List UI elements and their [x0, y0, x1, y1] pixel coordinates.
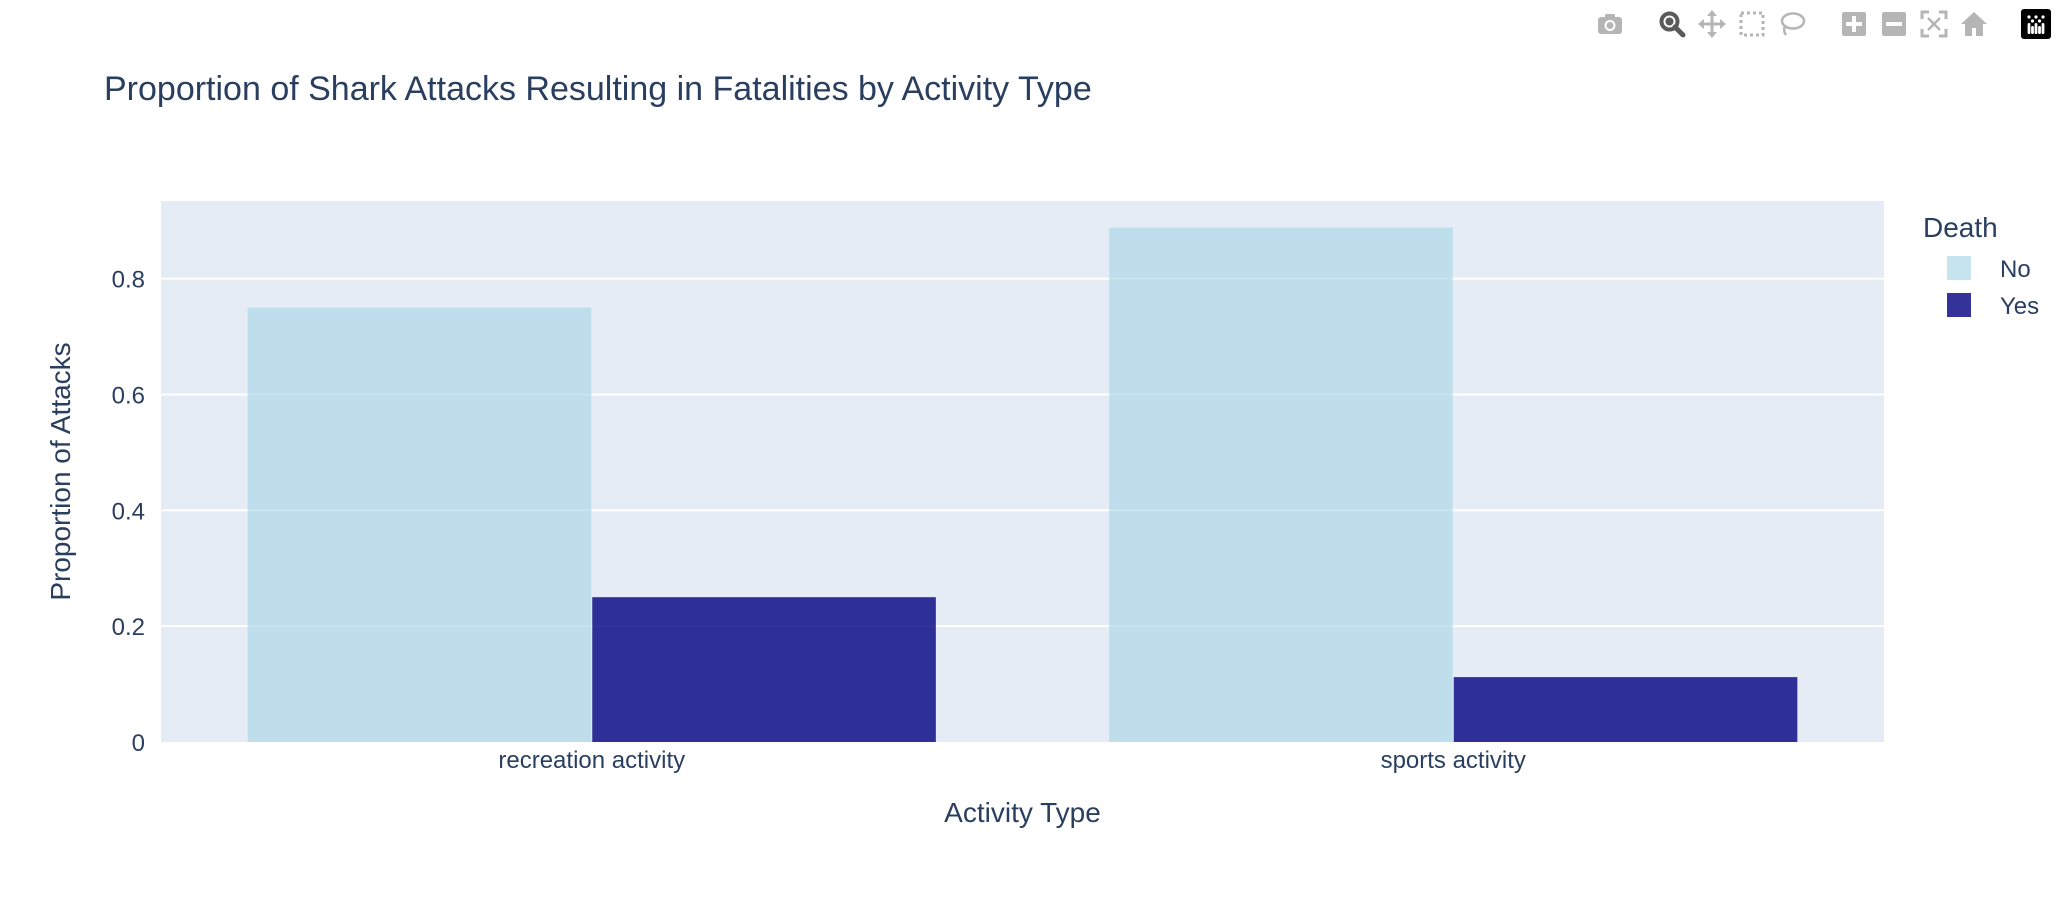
legend-swatch-no [1947, 256, 1971, 280]
zoom-icon[interactable] [1652, 8, 1692, 40]
zoom-out-icon[interactable] [1874, 8, 1914, 40]
x-axis-ticks: recreation activity sports activity [498, 747, 1526, 774]
autoscale-icon[interactable] [1914, 8, 1954, 40]
reset-axes-icon[interactable] [1954, 8, 1994, 40]
box-select-icon[interactable] [1732, 8, 1772, 40]
legend-label-no[interactable]: No [2000, 256, 2031, 283]
x-tick-label: sports activity [1381, 747, 1526, 774]
plotly-logo-icon[interactable] [2016, 8, 2056, 40]
y-tick-label: 0.4 [112, 498, 145, 525]
legend-title: Death [1923, 212, 1998, 243]
y-tick-label: 0 [132, 730, 145, 757]
bar-no-0[interactable] [247, 307, 592, 742]
y-axis-title: Proportion of Attacks [45, 342, 76, 600]
x-axis-title: Activity Type [944, 797, 1101, 828]
zoom-in-icon[interactable] [1834, 8, 1874, 40]
y-axis-ticks: 0 0.2 0.4 0.6 0.8 [112, 267, 145, 757]
bar-yes-0[interactable] [592, 597, 936, 742]
chart-title: Proportion of Shark Attacks Resulting in… [104, 70, 1092, 108]
lasso-select-icon[interactable] [1772, 8, 1812, 40]
bar-yes-1[interactable] [1453, 677, 1798, 742]
legend: Death No Yes [1923, 212, 2039, 320]
bars [247, 227, 1798, 743]
legend-swatch-yes [1947, 293, 1971, 317]
bar-no-1[interactable] [1109, 227, 1453, 743]
y-tick-label: 0.6 [112, 382, 145, 409]
legend-label-yes[interactable]: Yes [2000, 293, 2039, 320]
pan-icon[interactable] [1692, 8, 1732, 40]
modebar [1568, 8, 2056, 40]
y-tick-label: 0.8 [112, 267, 145, 294]
y-tick-label: 0.2 [112, 614, 145, 641]
x-tick-label: recreation activity [498, 747, 685, 774]
camera-icon[interactable] [1590, 8, 1630, 40]
